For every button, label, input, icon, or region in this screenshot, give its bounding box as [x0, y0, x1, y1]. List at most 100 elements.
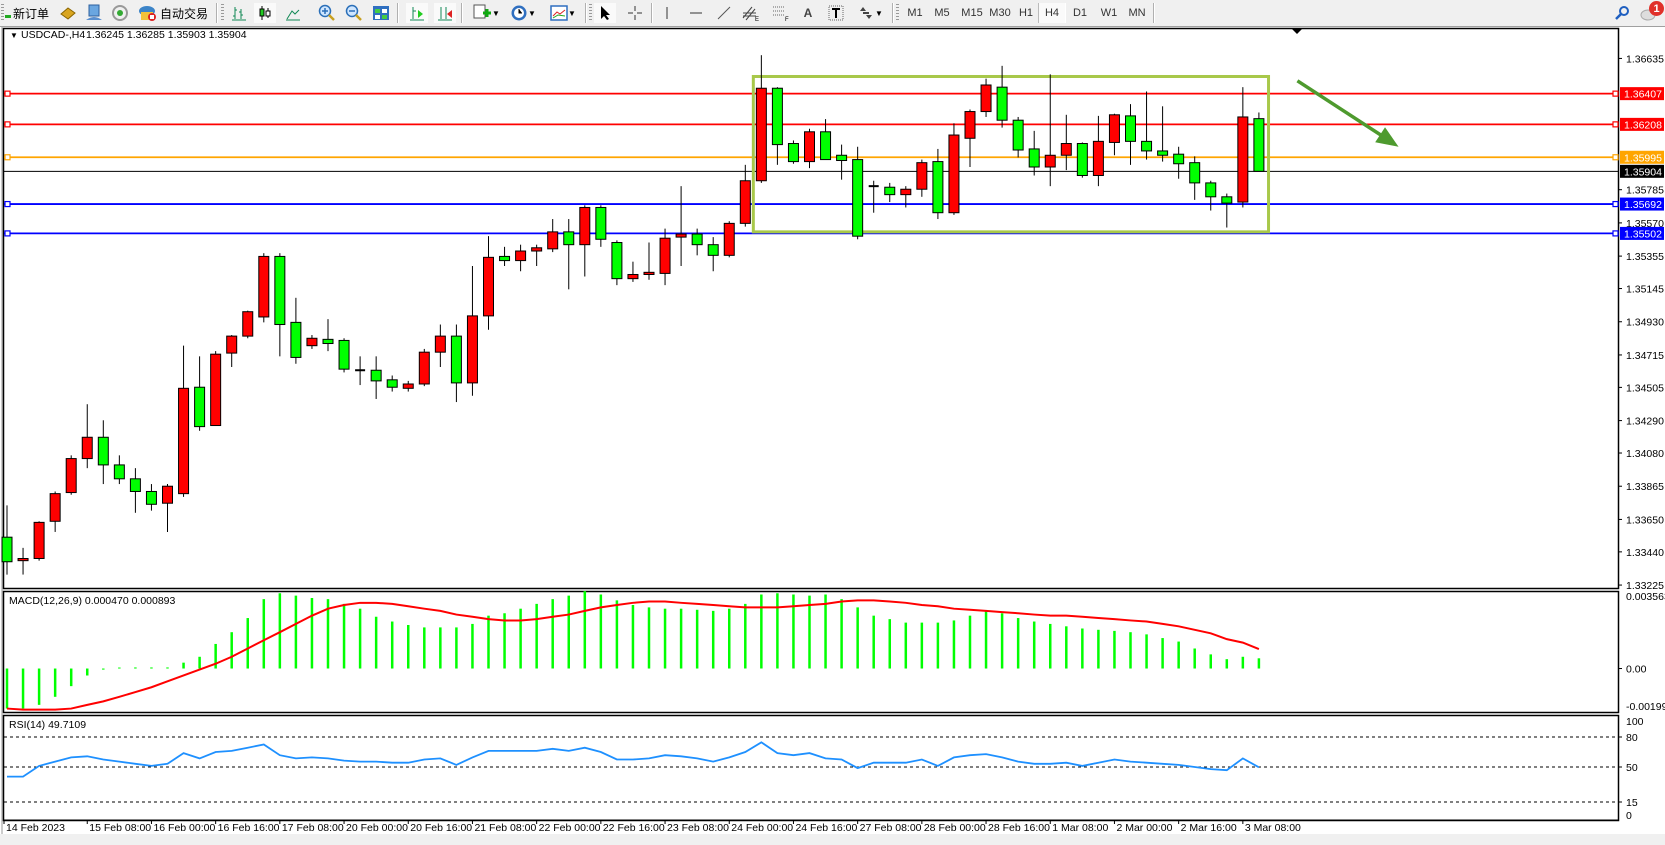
zoom-out-button[interactable] — [343, 3, 365, 23]
toolbar-grip[interactable] — [221, 4, 224, 22]
arrows-button[interactable]: ▼ — [854, 3, 886, 23]
candle — [1060, 114, 1072, 171]
candle-body — [1141, 140, 1153, 152]
zoom-in-button[interactable] — [316, 3, 338, 23]
candle-body — [450, 335, 462, 384]
equidistant-channel-icon: E — [742, 6, 759, 22]
auto-scroll-icon — [410, 7, 424, 21]
chevron-down-icon[interactable]: ▼ — [492, 8, 500, 18]
crosshair-icon — [628, 6, 642, 20]
candle — [483, 236, 494, 330]
candle — [1125, 104, 1136, 165]
candle — [1044, 74, 1056, 187]
chart-window[interactable]: ▼ USDCAD-,H4 1.36245 1.36285 1.35903 1.359… — [0, 27, 1665, 840]
candle-body — [787, 143, 799, 163]
price-tick-label: 1.33650 — [1626, 514, 1664, 526]
candle — [932, 148, 944, 220]
search-button[interactable] — [1612, 3, 1632, 23]
horizontal-line-button[interactable] — [686, 3, 706, 23]
chart-shift-button[interactable] — [434, 3, 456, 23]
price-tick-label: 1.34080 — [1626, 448, 1664, 460]
time-tick-label: 24 Feb 16:00 — [795, 822, 857, 834]
candle — [659, 228, 671, 286]
candle-body — [1012, 119, 1024, 151]
candle-body — [707, 244, 719, 256]
candle — [1092, 115, 1104, 187]
toolbar-grip[interactable] — [896, 4, 899, 22]
candlestick-chart-button[interactable] — [254, 3, 276, 23]
vertical-line-button[interactable] — [658, 3, 676, 23]
auto-trading-button[interactable]: 自动交易 — [137, 3, 209, 23]
time-tick-label: 2 Mar 00:00 — [1116, 822, 1172, 834]
candle-body — [129, 478, 141, 492]
timeframe-m30[interactable]: M30 — [989, 7, 1011, 19]
equidistant-channel-button[interactable]: E — [740, 3, 762, 23]
candle — [531, 244, 543, 266]
new-order-button[interactable]: 新订单 — [2, 3, 52, 23]
price-line-label: 1.35995 — [1624, 152, 1662, 164]
templates-button[interactable]: ▼ — [546, 3, 580, 23]
time-tick-label: 14 Feb 2023 — [6, 822, 65, 834]
timeframe-m15[interactable]: M15 — [961, 7, 983, 19]
auto-scroll-button[interactable] — [406, 3, 428, 23]
price-tick-label: 1.35145 — [1626, 284, 1664, 296]
signals-button[interactable] — [110, 3, 130, 23]
periods-button[interactable]: ▼ — [507, 3, 539, 23]
ohlc-header: 1.36245 1.36285 1.35903 1.35904 — [86, 29, 247, 41]
fibonacci-button[interactable]: F — [770, 3, 792, 23]
time-tick-label: 28 Feb 00:00 — [924, 822, 986, 834]
toolbar-grip[interactable] — [589, 4, 592, 22]
candle-body — [611, 242, 623, 280]
fibonacci-icon: F — [773, 6, 789, 22]
candle — [33, 521, 45, 561]
candle — [515, 244, 527, 272]
candle-body — [483, 256, 494, 317]
candle-body — [194, 386, 206, 428]
timeframe-m5[interactable]: M5 — [934, 7, 950, 19]
candle-body — [178, 387, 190, 495]
toolbar-grip[interactable] — [1, 4, 4, 22]
chevron-down-icon[interactable]: ▼ — [875, 8, 883, 18]
notifications-button[interactable]: 1 — [1638, 1, 1664, 23]
crosshair-button[interactable] — [624, 3, 646, 23]
line-anchor-handle — [4, 90, 11, 97]
candle-body — [81, 436, 93, 460]
cursor-button[interactable] — [594, 3, 616, 23]
price-tick-label: 1.36635 — [1626, 53, 1664, 65]
chart-shift-icon — [438, 7, 452, 21]
price-tick-label: 1.33225 — [1626, 580, 1664, 592]
candle — [450, 324, 462, 403]
timeframe-d1[interactable]: D1 — [1072, 7, 1088, 19]
time-tick-label: 22 Feb 00:00 — [539, 822, 601, 834]
timeframe-mn[interactable]: MN — [1128, 7, 1146, 19]
candle — [884, 182, 896, 203]
timeframe-m1[interactable]: M1 — [907, 7, 923, 19]
symbol-header: USDCAD-,H4 — [21, 29, 85, 41]
navigator-button[interactable] — [84, 3, 104, 23]
trendline-button[interactable] — [714, 3, 734, 23]
text-button[interactable]: A — [799, 3, 817, 23]
rsi-tick-label: 15 — [1626, 797, 1638, 809]
line-chart-button[interactable] — [282, 3, 304, 23]
tile-windows-button[interactable] — [370, 3, 392, 23]
bar-chart-button[interactable] — [228, 3, 250, 23]
candle-body — [932, 161, 944, 214]
candle — [145, 484, 157, 511]
candle-body — [242, 311, 254, 337]
market-watch-button[interactable] — [58, 3, 78, 23]
timeframe-w1[interactable]: W1 — [1100, 7, 1118, 19]
macd-tick-label: 0.00 — [1626, 664, 1647, 676]
text-label-icon — [828, 5, 844, 21]
new-chart-button[interactable]: ▼ — [470, 3, 502, 23]
candle — [162, 484, 173, 532]
candle-body — [1205, 182, 1217, 198]
timeframe-h1[interactable]: H1 — [1018, 7, 1034, 19]
line-anchor-handle — [1612, 90, 1619, 97]
time-tick-label: 2 Mar 16:00 — [1181, 822, 1237, 834]
chevron-down-icon[interactable]: ▼ — [528, 8, 536, 18]
chevron-down-icon[interactable]: ▼ — [568, 8, 576, 18]
timeframe-h4[interactable]: H4 — [1038, 3, 1066, 23]
chart-canvas[interactable]: ▼ USDCAD-,H4 1.36245 1.36285 1.35903 1.359… — [0, 27, 1665, 840]
text-label-button[interactable] — [826, 3, 846, 23]
candle-body — [1237, 116, 1249, 203]
